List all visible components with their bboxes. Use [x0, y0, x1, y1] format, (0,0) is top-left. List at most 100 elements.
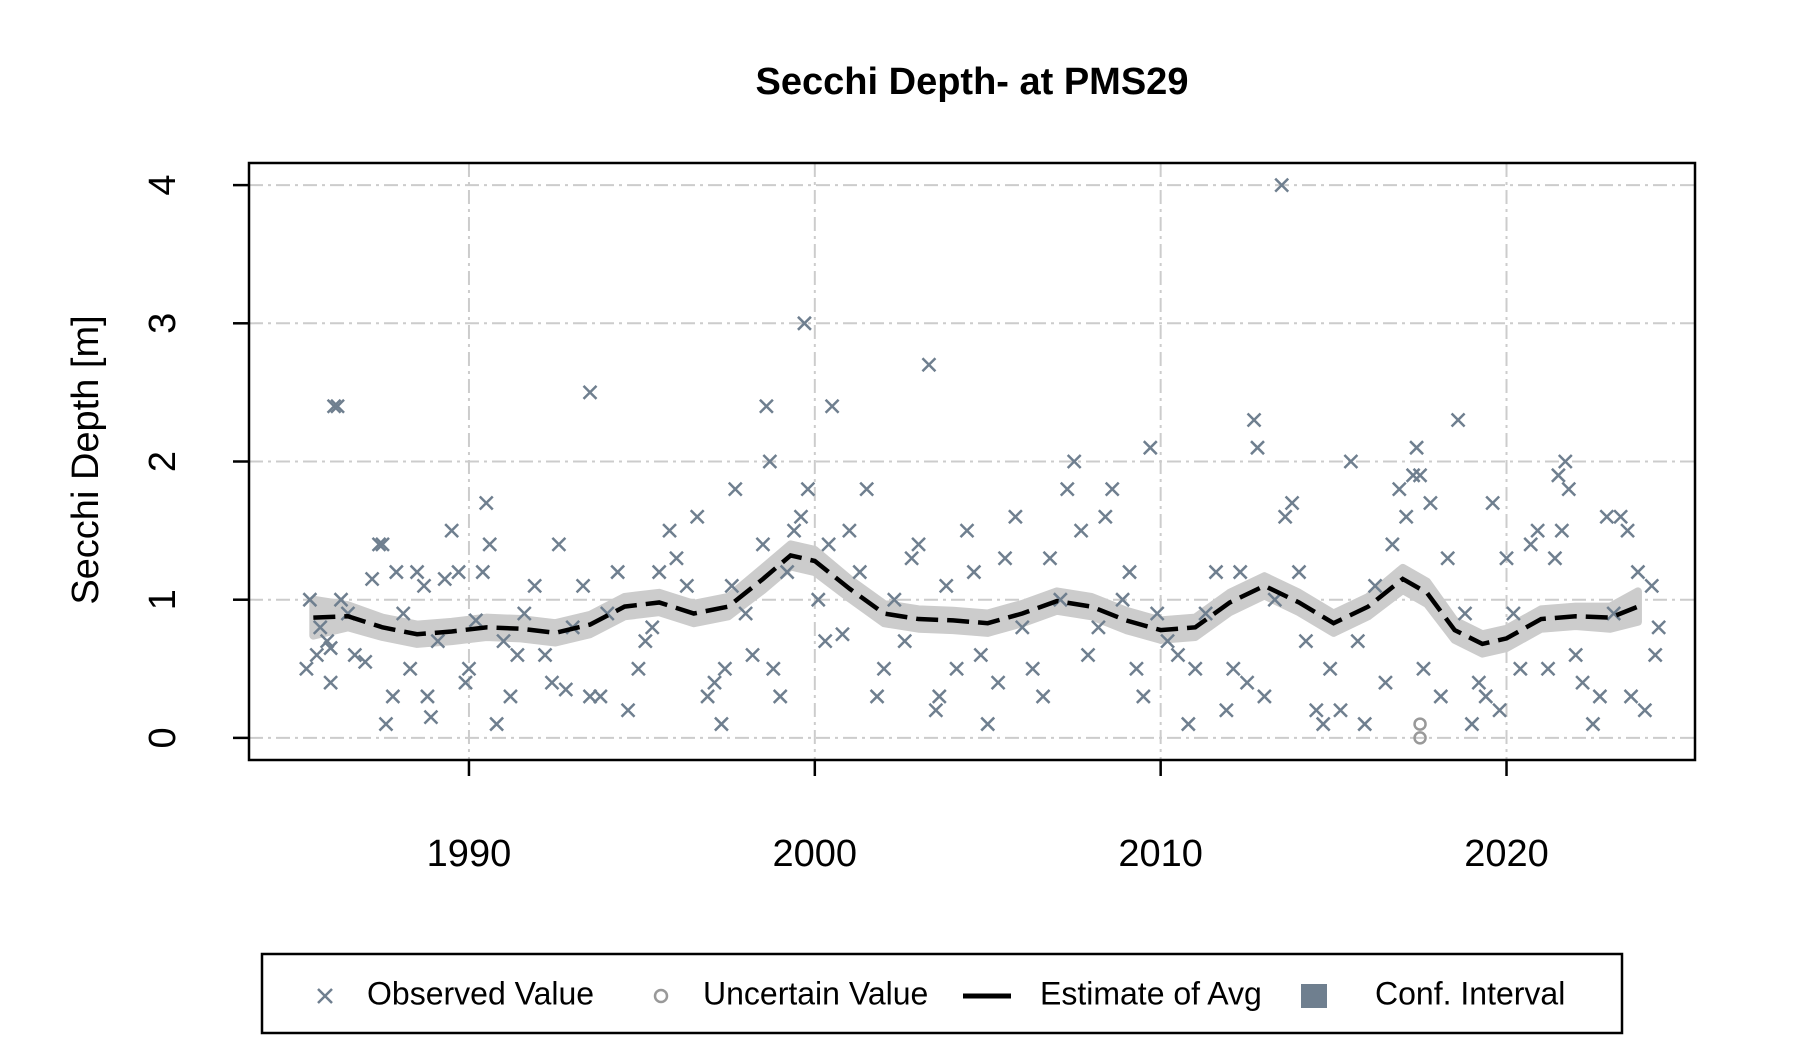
observed-point	[516, 606, 532, 621]
observed-point	[662, 523, 677, 538]
observed-point	[631, 661, 646, 677]
observed-point	[637, 633, 653, 649]
plot-frame	[247, 161, 1697, 762]
observed-point	[347, 647, 363, 663]
observed-point	[1485, 495, 1501, 511]
legend-label: Observed Value	[367, 975, 594, 1011]
observed-point	[1073, 523, 1089, 538]
observed-point	[1506, 606, 1521, 621]
observed-point	[1042, 550, 1058, 566]
observed-point	[1035, 689, 1051, 704]
observed-point	[357, 654, 373, 670]
legend-label: Conf. Interval	[1375, 975, 1565, 1011]
observed-point	[679, 578, 695, 594]
observed-point	[1142, 440, 1158, 456]
observed-point	[817, 633, 833, 649]
observed-point	[395, 606, 411, 621]
observed-point	[1257, 689, 1272, 704]
observed-point	[835, 626, 850, 642]
observed-point	[1391, 481, 1407, 497]
observed-point	[323, 640, 339, 656]
observed-point	[842, 523, 857, 538]
observed-point	[1378, 675, 1393, 690]
observed-point	[1613, 509, 1629, 525]
observed-point	[1568, 647, 1584, 663]
observed-point	[575, 578, 591, 594]
observed-point	[1523, 537, 1539, 552]
observed-point	[786, 523, 802, 538]
observed-point	[1440, 550, 1456, 566]
observed-point	[1187, 661, 1203, 677]
observed-point	[1471, 675, 1487, 690]
observed-point	[714, 716, 729, 732]
observed-point	[938, 578, 954, 594]
observed-point	[1384, 537, 1400, 552]
observed-point	[821, 537, 837, 552]
observed-point	[911, 537, 926, 552]
y-tick-label: 2	[142, 451, 184, 472]
observed-point	[949, 661, 964, 677]
observed-point	[797, 315, 812, 331]
observed-point	[904, 550, 920, 566]
observed-point	[371, 537, 387, 552]
observed-point	[1478, 689, 1494, 704]
observed-point	[1160, 633, 1175, 649]
observed-point	[478, 495, 494, 511]
observed-point	[451, 564, 466, 580]
observed-point	[1398, 509, 1414, 525]
observed-point	[1298, 633, 1314, 649]
observed-point	[1575, 675, 1590, 690]
observed-point	[620, 702, 636, 718]
observed-point	[458, 675, 473, 690]
observed-point	[707, 675, 722, 690]
observed-point	[299, 661, 314, 677]
observed-point	[388, 564, 404, 580]
observed-point	[330, 398, 345, 414]
y-tick-label: 3	[142, 313, 184, 334]
y-tick-label: 0	[142, 727, 184, 748]
observed-point	[1080, 647, 1096, 663]
observed-point	[897, 633, 913, 649]
legend-label: Estimate of Avg	[1040, 975, 1262, 1011]
observed-point	[1585, 716, 1601, 732]
observed-point	[1599, 509, 1615, 525]
observed-point	[651, 564, 667, 580]
observed-point	[980, 716, 996, 732]
observed-point	[1606, 606, 1622, 621]
observed-point	[1274, 177, 1290, 193]
observed-point	[1623, 689, 1639, 704]
observed-point	[1333, 702, 1348, 718]
observed-point	[430, 633, 446, 649]
observed-point	[1059, 481, 1075, 497]
observed-point	[973, 647, 989, 663]
observed-point	[309, 647, 325, 663]
uncertain-point	[1413, 717, 1427, 731]
observed-point	[779, 564, 795, 580]
observed-point	[333, 592, 349, 608]
observed-point	[551, 537, 567, 552]
observed-point	[928, 702, 944, 718]
observed-point	[1135, 689, 1151, 704]
observed-point	[859, 481, 875, 497]
legend-label: Uncertain Value	[703, 975, 928, 1011]
observed-point	[444, 523, 460, 538]
observed-point	[1357, 716, 1373, 732]
legend-symbol	[1301, 984, 1327, 1008]
observed-point	[1008, 509, 1023, 525]
observed-point	[1149, 606, 1165, 621]
observed-point	[1250, 440, 1265, 456]
observed-point	[1547, 550, 1563, 566]
observed-point	[1291, 564, 1307, 580]
observed-point	[1647, 647, 1663, 663]
observed-point	[852, 564, 868, 580]
observed-point	[364, 571, 380, 587]
observed-point	[1097, 509, 1113, 525]
observed-point	[461, 661, 477, 677]
uncertain-point	[1413, 731, 1427, 745]
observed-point	[1651, 619, 1667, 635]
observed-point	[593, 689, 608, 704]
observed-point	[1557, 454, 1573, 469]
observed-point	[582, 385, 598, 400]
observed-point	[475, 564, 491, 580]
observed-point	[1225, 661, 1241, 677]
